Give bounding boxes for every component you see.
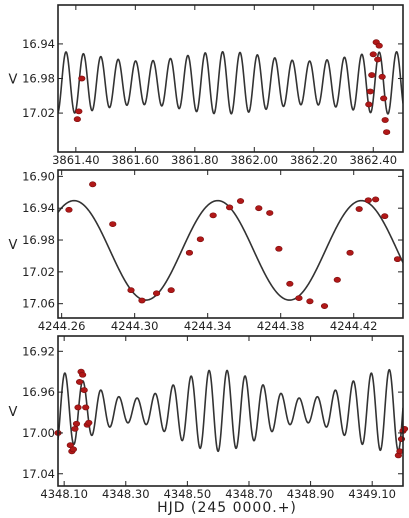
observation-point	[196, 236, 204, 243]
observation-point	[369, 51, 377, 58]
observation-point	[75, 379, 84, 385]
observation-point	[209, 212, 217, 219]
panel-top: 16.94 16.98 17.02 3861.40 3861.60 3861.80 3862…	[9, 4, 404, 167]
observation-point	[236, 198, 245, 204]
observation-point	[333, 276, 341, 283]
x-tick-label: 4244.38	[257, 319, 305, 333]
observation-point	[372, 196, 380, 203]
observation-point	[71, 425, 79, 432]
x-tick-label: 4348.10	[40, 487, 88, 501]
observation-point	[65, 206, 73, 213]
observation-point	[374, 56, 382, 63]
observation-point	[378, 73, 386, 80]
observation-point	[74, 404, 82, 411]
observation-point	[152, 290, 161, 297]
x-tick-label: 4348.50	[164, 487, 212, 501]
observation-point	[75, 108, 83, 115]
x-tick-label: 3862.40	[349, 153, 397, 167]
x-tick-label: 3861.60	[112, 153, 160, 167]
x-tick-label: 4244.26	[38, 319, 86, 333]
x-tick-label: 3862.20	[290, 153, 338, 167]
observation-point	[185, 249, 194, 256]
y-axis-title: V	[9, 73, 18, 88]
y-tick-label: 16.98	[22, 233, 55, 247]
x-tick-label: 4348.30	[102, 487, 150, 501]
model-curve	[58, 50, 403, 115]
x-tick-label: 3861.40	[52, 153, 100, 167]
panel-middle: 16.90 16.94 16.98 17.02 17.06 4244.26 4244.30 4…	[9, 169, 404, 333]
observation-point	[366, 88, 374, 95]
observation-point	[306, 298, 314, 305]
observation-point	[375, 42, 383, 49]
observation-point	[225, 204, 234, 211]
observation-point	[266, 210, 274, 216]
y-tick-label: 16.90	[22, 169, 55, 183]
y-tick-label: 17.06	[22, 297, 55, 311]
observation-point	[85, 419, 93, 426]
observation-point	[393, 256, 402, 263]
plot-frame	[57, 4, 404, 153]
y-tick-label: 16.92	[22, 344, 55, 358]
observation-point	[80, 387, 88, 393]
observation-point	[127, 287, 135, 294]
observation-point	[78, 75, 86, 82]
observation-point	[295, 295, 303, 302]
observation-point	[346, 249, 354, 256]
plot-frame	[57, 335, 404, 487]
observation-point	[320, 303, 329, 309]
observation-point	[167, 287, 175, 294]
observation-point	[79, 371, 87, 378]
plot-frame	[57, 169, 404, 319]
x-tick-label: 4244.30	[111, 319, 159, 333]
observation-point	[286, 280, 294, 287]
observation-point	[82, 404, 90, 411]
model-curve	[58, 368, 403, 453]
observation-point	[138, 297, 146, 304]
observation-point	[109, 221, 117, 228]
y-tick-label: 16.94	[22, 201, 55, 215]
x-tick-label: 4349.10	[348, 487, 396, 501]
panel-bottom: 16.92 16.96 17.00 17.04 4348.10 4348.30 4348.5…	[9, 335, 409, 501]
x-tick-label: 4244.42	[330, 319, 378, 333]
observation-point	[383, 129, 391, 136]
y-axis-title: V	[9, 238, 18, 253]
x-tick-label: 4244.34	[184, 319, 232, 333]
observation-point	[364, 197, 372, 204]
y-tick-label: 17.00	[22, 426, 55, 440]
y-tick-label: 16.96	[22, 385, 55, 399]
y-tick-label: 17.02	[22, 265, 55, 279]
x-tick-label: 3861.80	[171, 153, 219, 167]
observation-point	[72, 420, 81, 427]
observation-point	[73, 116, 81, 123]
y-tick-label: 16.94	[22, 37, 55, 51]
observation-point	[365, 101, 373, 108]
observation-point	[255, 205, 263, 212]
observation-point	[381, 213, 389, 220]
observation-point	[368, 72, 376, 78]
y-tick-label: 17.02	[22, 106, 55, 120]
x-tick-label: 4348.70	[225, 487, 273, 501]
observation-point	[381, 117, 389, 123]
x-tick-label: 4348.90	[287, 487, 335, 501]
x-axis-title: HJD (245 0000.+)	[157, 500, 297, 516]
y-tick-label: 17.04	[22, 467, 55, 481]
y-tick-label: 16.98	[22, 72, 55, 86]
observation-point	[355, 206, 363, 212]
observation-point	[275, 245, 283, 252]
observation-point	[69, 446, 77, 453]
observation-point	[89, 181, 97, 188]
observation-point	[380, 95, 388, 102]
x-tick-label: 3862.00	[231, 153, 279, 167]
y-axis-title: V	[9, 405, 18, 420]
